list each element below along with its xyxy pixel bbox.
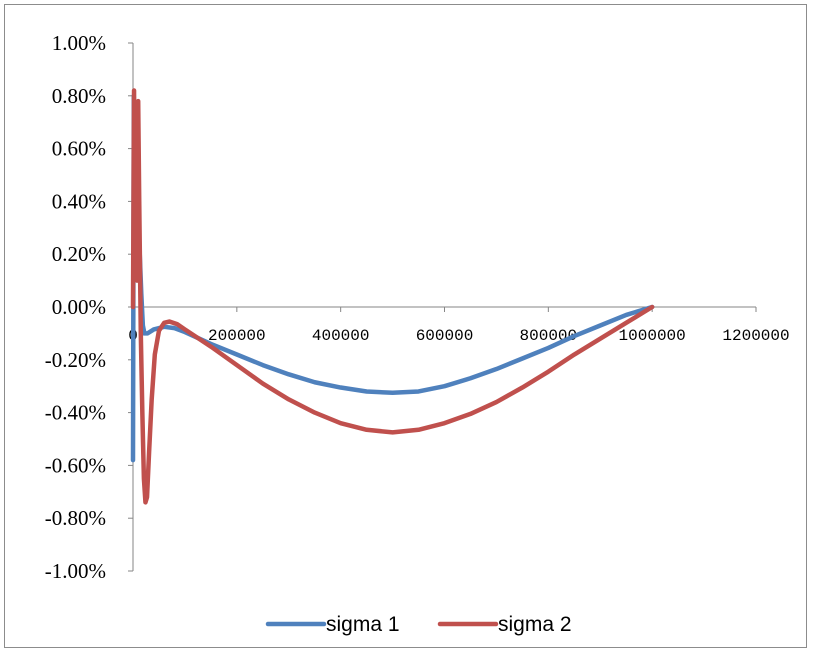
series-lines bbox=[130, 88, 655, 505]
y-tick-label: -0.40% bbox=[45, 401, 106, 425]
x-tick-label: 1000000 bbox=[619, 327, 686, 345]
chart-frame: 1.00% 0.80% 0.60% 0.40% 0.20% 0.00% -0.20% -0.4… bbox=[4, 4, 807, 648]
y-tick-label: -1.00% bbox=[45, 559, 106, 583]
y-tick-label: -0.80% bbox=[45, 506, 106, 530]
x-tick-label: 200000 bbox=[208, 327, 266, 345]
line-chart: 1.00% 0.80% 0.60% 0.40% 0.20% 0.00% -0.20% -0.4… bbox=[45, 31, 790, 636]
series-line-1 bbox=[130, 93, 655, 463]
y-tick-label: -0.20% bbox=[45, 348, 106, 372]
y-tick-label: 0.60% bbox=[52, 137, 106, 161]
y-tick-label: 0.00% bbox=[52, 295, 106, 319]
x-tick-label: 1200000 bbox=[722, 327, 789, 345]
legend-label-1: sigma 1 bbox=[326, 613, 400, 636]
y-tick-label: -0.60% bbox=[45, 453, 106, 477]
x-tick-label: 800000 bbox=[520, 327, 578, 345]
legend-label-2: sigma 2 bbox=[498, 613, 572, 636]
y-tick-label: 0.40% bbox=[52, 189, 106, 213]
y-tick-label: 0.80% bbox=[52, 84, 106, 108]
axes: 1.00% 0.80% 0.60% 0.40% 0.20% 0.00% -0.20% -0.4… bbox=[45, 31, 790, 583]
series-line-2 bbox=[130, 88, 655, 505]
y-tick-label: 1.00% bbox=[52, 31, 106, 55]
x-tick-label: 400000 bbox=[312, 327, 370, 345]
y-tick-label: 0.20% bbox=[52, 242, 106, 266]
x-tick-label: 600000 bbox=[416, 327, 474, 345]
legend: sigma 1 sigma 2 bbox=[265, 613, 572, 636]
